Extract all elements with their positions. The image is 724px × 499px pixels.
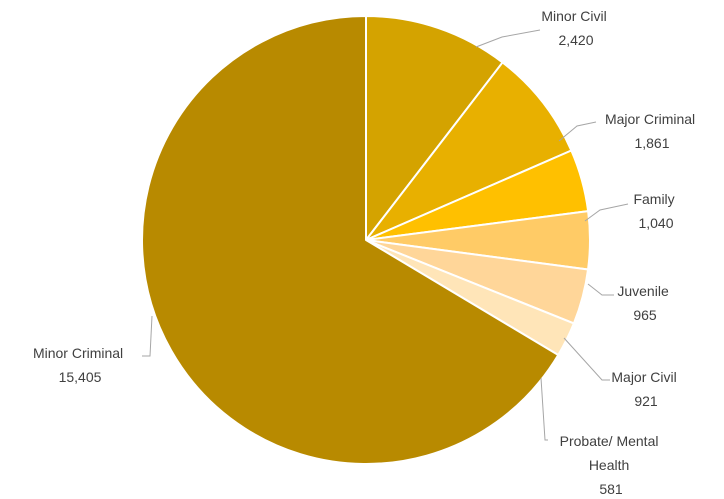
label-major-civil: Major Civil 921 xyxy=(611,369,680,409)
leader-line-major-criminal xyxy=(558,121,597,142)
label-major-criminal-value: 1,861 xyxy=(634,135,669,151)
label-minor-criminal: Minor Criminal 15,405 xyxy=(33,345,127,385)
label-juvenile-name: Juvenile xyxy=(617,283,669,299)
label-major-civil-value: 921 xyxy=(634,393,658,409)
label-probate-line2: Health xyxy=(589,457,629,473)
data-labels: Minor Civil 2,420 Major Criminal 1,861 F… xyxy=(33,8,699,497)
label-family-name: Family xyxy=(633,191,674,207)
pie-slice-minor-civil xyxy=(365,15,504,241)
leader-line-major-civil xyxy=(563,337,610,381)
label-probate-mental-health: Probate/ Mental Health 581 xyxy=(560,433,663,497)
label-family: Family 1,040 xyxy=(633,191,678,231)
label-major-civil-name: Major Civil xyxy=(611,369,676,385)
label-juvenile-value: 965 xyxy=(633,307,657,323)
label-major-criminal: Major Criminal 1,861 xyxy=(605,111,699,151)
pie-slice-major-criminal xyxy=(365,61,573,241)
pie-slices xyxy=(141,15,591,465)
label-family-value: 1,040 xyxy=(638,215,673,231)
pie-slice-minor-criminal xyxy=(141,15,560,465)
label-probate-line1: Probate/ Mental xyxy=(560,433,659,449)
leader-line-juvenile xyxy=(587,283,614,296)
label-minor-civil: Minor Civil 2,420 xyxy=(541,8,610,48)
label-minor-civil-value: 2,420 xyxy=(558,32,593,48)
leader-line-family xyxy=(584,203,629,222)
label-minor-criminal-name: Minor Criminal xyxy=(33,345,123,361)
label-minor-criminal-value: 15,405 xyxy=(59,369,102,385)
label-major-criminal-name: Major Criminal xyxy=(605,111,695,127)
leader-line-minor-civil xyxy=(475,29,541,48)
label-minor-civil-name: Minor Civil xyxy=(541,8,606,24)
label-probate-value: 581 xyxy=(599,481,623,497)
leader-line-probate-mental-health xyxy=(540,377,548,441)
leader-line-minor-criminal xyxy=(142,315,153,357)
leader-lines xyxy=(142,29,629,441)
label-juvenile: Juvenile 965 xyxy=(617,283,672,323)
